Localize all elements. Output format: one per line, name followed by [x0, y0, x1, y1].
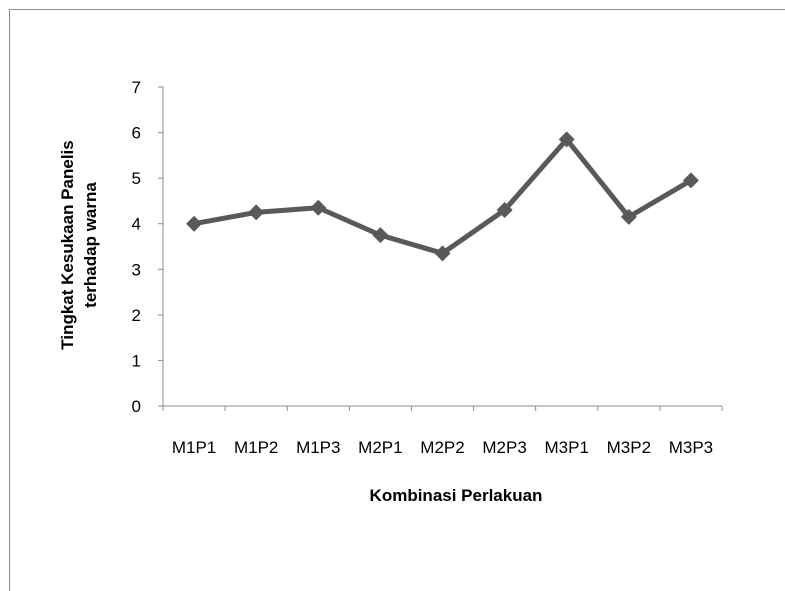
y-tick-label: 7	[132, 78, 141, 97]
y-tick-label: 1	[132, 351, 141, 370]
series-line	[193, 136, 693, 256]
data-point-marker	[620, 208, 637, 225]
chart-frame	[9, 9, 785, 591]
data-point-marker	[186, 215, 203, 232]
x-axis-ticks: M1P1 M1P2 M1P3 M2P1 M2P2 M2P3 M3P1 M3P2 M3P3	[162, 406, 723, 457]
x-tick-label: M2P3	[482, 438, 526, 457]
y-tick-label: 6	[132, 124, 141, 143]
x-tick-label: M3P2	[607, 438, 651, 457]
y-axis-ticks: 0 1 2 3 4 5 6 7	[132, 78, 163, 416]
x-tick-label: M2P2	[420, 438, 464, 457]
x-tick-label: M1P3	[296, 438, 340, 457]
data-point-marker	[310, 199, 327, 216]
y-tick-label: 2	[132, 306, 141, 325]
data-point-marker	[434, 245, 451, 262]
y-tick-label: 4	[132, 215, 141, 234]
x-tick-label: M2P1	[358, 438, 402, 457]
x-tick-label: M3P1	[545, 438, 589, 457]
data-point-marker	[372, 227, 389, 244]
y-axis-title-line: Tingkat Kesukaan Panelis	[58, 140, 77, 349]
y-axis-title: Tingkat Kesukaan Panelis terhadap warna	[58, 140, 100, 349]
data-point-marker	[682, 172, 699, 189]
data-point-marker	[558, 131, 575, 148]
series-layer	[186, 131, 699, 262]
x-tick-label: M1P2	[234, 438, 278, 457]
x-axis-title: Kombinasi Perlakuan	[370, 486, 543, 505]
data-point-marker	[496, 202, 513, 219]
y-tick-label: 3	[132, 260, 141, 279]
x-tick-label: M1P1	[172, 438, 216, 457]
x-tick-label: M3P3	[669, 438, 713, 457]
y-tick-label: 5	[132, 169, 141, 188]
y-tick-label: 0	[132, 397, 141, 416]
data-point-marker	[248, 204, 265, 221]
y-axis-title-line: terhadap warna	[81, 182, 100, 308]
